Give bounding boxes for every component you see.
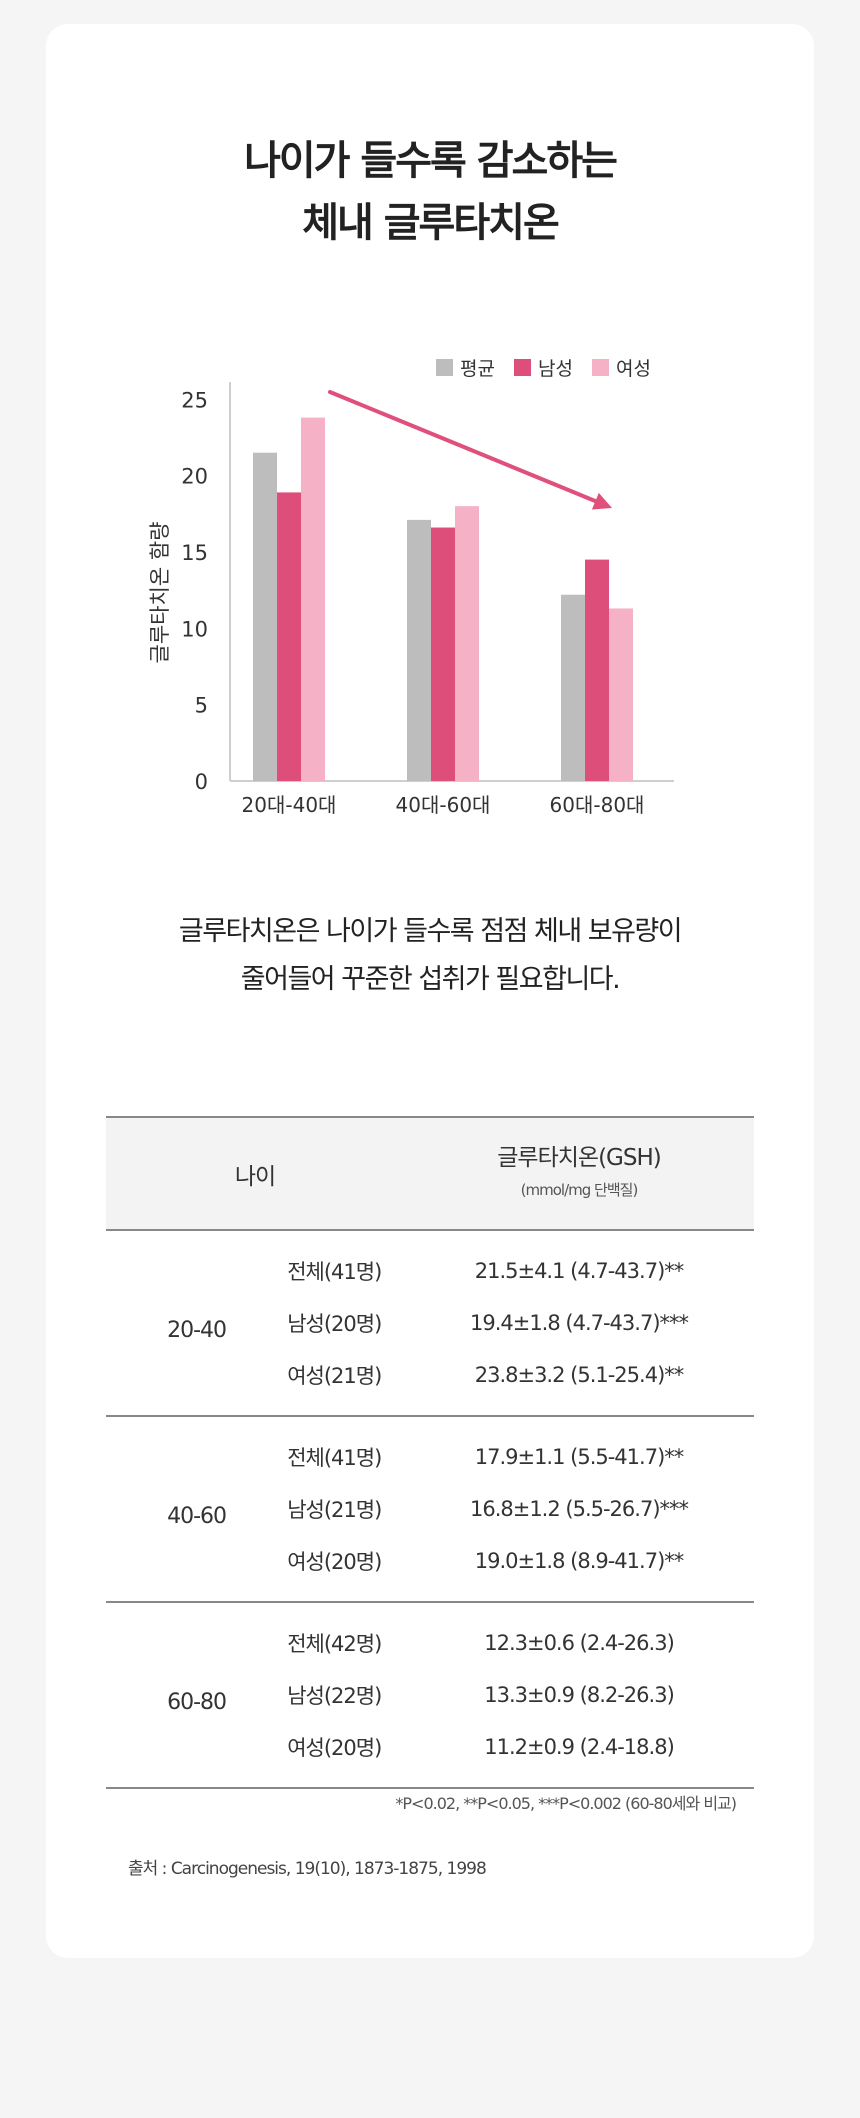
table-row: 남성(20명) 19.4±1.8 (4.7-43.7)*** xyxy=(106,1297,754,1349)
y-tick-label: 25 xyxy=(181,388,208,412)
page-title: 나이가 들수록 감소하는 체내 글루타치온 xyxy=(46,130,814,254)
trend-arrow-head xyxy=(591,492,612,510)
y-tick-label: 10 xyxy=(181,617,208,641)
bar xyxy=(253,452,277,781)
value-cell: 21.5±4.1 (4.7-43.7)** xyxy=(474,1259,685,1283)
title-line-2: 체내 글루타치온 xyxy=(302,200,560,246)
table-row: 남성(22명) 13.3±0.9 (8.2-26.3) xyxy=(106,1669,754,1721)
value-cell: 23.8±3.2 (5.1-25.4)** xyxy=(404,1349,754,1417)
legend-swatch xyxy=(592,359,609,376)
value-cell: 19.4±1.8 (4.7-43.7)*** xyxy=(469,1311,689,1335)
group-cell: 여성(21명) xyxy=(287,1349,404,1417)
title-line-1: 나이가 들수록 감소하는 xyxy=(244,138,618,184)
legend-swatch xyxy=(514,359,531,376)
header-gsh-unit: (mmol/mg 단백질) xyxy=(520,1180,639,1199)
group-cell: 전체(41명) xyxy=(287,1260,382,1284)
table-row: 60-80 전체(42명) 12.3±0.6 (2.4-26.3) xyxy=(106,1602,754,1789)
group-cell: 남성(21명) xyxy=(287,1498,382,1522)
age-cell: 60-80 xyxy=(106,1602,288,1789)
value-cell: 16.8±1.2 (5.5-26.7)*** xyxy=(469,1497,689,1521)
table-row: 여성(20명) 11.2±0.9 (2.4-18.8) xyxy=(106,1721,754,1789)
bar xyxy=(455,506,479,781)
bar xyxy=(431,527,455,781)
description: 글루타치온은 나이가 들수록 점점 체내 보유량이 줄어들어 꾸준한 섭취가 필… xyxy=(46,908,814,1004)
group-cell: 남성(20명) xyxy=(287,1312,382,1336)
group-cell: 전체(42명) xyxy=(287,1632,382,1656)
description-line-1: 글루타치온은 나이가 들수록 점점 체내 보유량이 xyxy=(178,916,683,947)
y-tick-label: 5 xyxy=(195,694,208,718)
table-row: 여성(20명) 19.0±1.8 (8.9-41.7)** xyxy=(106,1535,754,1603)
legend-label: 남성 xyxy=(538,358,573,380)
header-gsh-label: 글루타치온(GSH) xyxy=(497,1144,661,1171)
content-card: 나이가 들수록 감소하는 체내 글루타치온 0 5 10 15 20 25 글루타치온 함량… xyxy=(46,24,814,1958)
trend-arrow-line xyxy=(328,390,602,505)
header-gsh: 글루타치온(GSH) (mmol/mg 단백질) xyxy=(404,1116,754,1231)
bar xyxy=(301,417,325,781)
description-line-2: 줄어들어 꾸준한 섭취가 필요합니다. xyxy=(240,964,621,995)
bar xyxy=(407,519,431,781)
footnote: *P<0.02, **P<0.05, ***P<0.002 (60-80세와 비… xyxy=(395,1794,737,1813)
group-cell: 남성(22명) xyxy=(287,1684,382,1708)
glutathione-table: 나이 글루타치온(GSH) (mmol/mg 단백질) 20-40 전체(41명… xyxy=(106,1116,754,1789)
value-cell: 19.0±1.8 (8.9-41.7)** xyxy=(404,1535,754,1603)
header-age: 나이 xyxy=(106,1116,404,1231)
table-row: 여성(21명) 23.8±3.2 (5.1-25.4)** xyxy=(106,1349,754,1417)
legend-swatch xyxy=(436,359,453,376)
group-cell: 여성(20명) xyxy=(287,1535,404,1603)
x-tick-label: 60대-80대 xyxy=(550,793,645,817)
table-row: 40-60 전체(41명) 17.9±1.1 (5.5-41.7)** xyxy=(106,1416,754,1603)
value-cell: 13.3±0.9 (8.2-26.3) xyxy=(484,1683,675,1707)
bar xyxy=(277,492,301,781)
value-cell: 12.3±0.6 (2.4-26.3) xyxy=(484,1631,675,1655)
table-header-row: 나이 글루타치온(GSH) (mmol/mg 단백질) xyxy=(106,1116,754,1231)
bar xyxy=(585,559,609,781)
y-tick-label: 0 xyxy=(195,770,208,794)
age-cell: 20-40 xyxy=(106,1230,288,1417)
y-axis-label: 글루타치온 함량 xyxy=(148,522,172,664)
group-cell: 전체(41명) xyxy=(287,1446,382,1470)
group-cell: 여성(20명) xyxy=(287,1721,404,1789)
value-cell: 17.9±1.1 (5.5-41.7)** xyxy=(474,1445,685,1469)
legend-label: 여성 xyxy=(616,358,651,380)
table-row: 20-40 전체(41명) 21.5±4.1 (4.7-43.7)** xyxy=(106,1230,754,1417)
y-tick-label: 15 xyxy=(181,541,208,565)
glutathione-bar-chart: 0 5 10 15 20 25 글루타치온 함량 20대-40대 40대-60대 60대-80대 평… xyxy=(148,358,674,817)
bar xyxy=(609,608,633,781)
x-tick-label: 40대-60대 xyxy=(396,793,491,817)
value-cell: 11.2±0.9 (2.4-18.8) xyxy=(404,1721,754,1789)
source-citation: 출처 : Carcinogenesis, 19(10), 1873-1875, … xyxy=(128,1859,487,1879)
legend-label: 평균 xyxy=(460,358,495,380)
y-tick-label: 20 xyxy=(181,465,208,489)
age-cell: 40-60 xyxy=(106,1416,288,1603)
table-row: 남성(21명) 16.8±1.2 (5.5-26.7)*** xyxy=(106,1483,754,1535)
x-tick-label: 20대-40대 xyxy=(242,793,337,817)
bar xyxy=(561,594,585,781)
